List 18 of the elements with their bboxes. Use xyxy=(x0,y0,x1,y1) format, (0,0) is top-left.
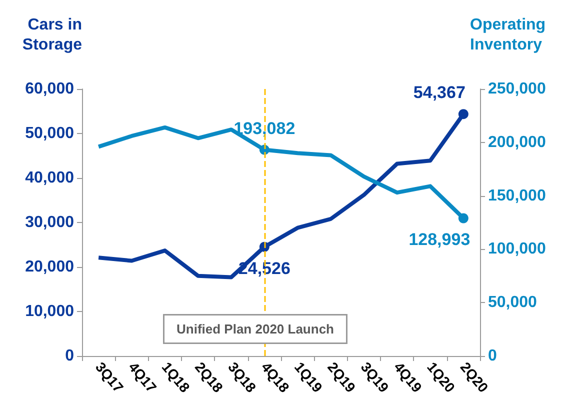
y-tick-label: 0 xyxy=(65,348,74,364)
y2-tick-label: 0 xyxy=(488,348,497,364)
y-tick-label: 50,000 xyxy=(25,125,74,142)
annotation: Unified Plan 2020 Launch xyxy=(176,322,334,336)
y2-tick-label: 200,000 xyxy=(488,134,546,151)
y-tick-label: 10,000 xyxy=(25,303,74,320)
y2-axis-title: Operating Inventory xyxy=(470,16,546,54)
y2-tick-label: 100,000 xyxy=(488,240,546,258)
y-tick-label: 20,000 xyxy=(25,258,74,276)
y-tick-label: 30,000 xyxy=(25,214,74,231)
y-axis-title: Cars in Storage xyxy=(22,16,82,54)
y2-tick-label: 150,000 xyxy=(488,187,546,204)
y-tick-label: 60,000 xyxy=(25,80,74,98)
data-label: 54,367 xyxy=(413,83,466,102)
y2-tick-label: 250,000 xyxy=(488,80,546,98)
data-label: 128,993 xyxy=(408,230,470,250)
y-tick-label: 40,000 xyxy=(25,170,74,186)
y2-tick-label: 50,000 xyxy=(488,294,538,312)
